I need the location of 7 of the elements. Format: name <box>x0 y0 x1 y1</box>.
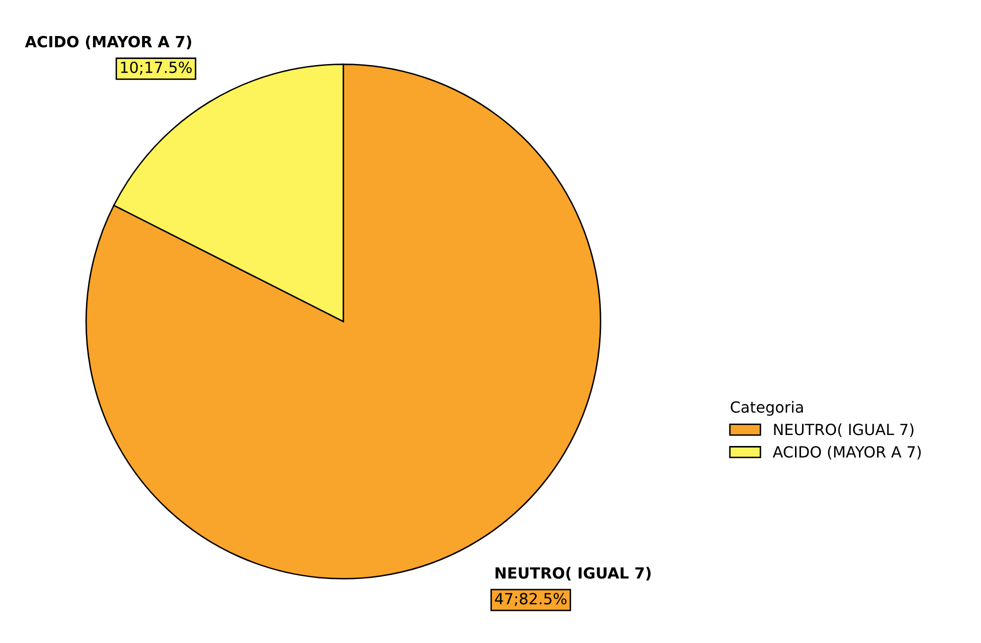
legend-label: ACIDO (MAYOR A 7) <box>772 446 921 460</box>
legend-label: NEUTRO( IGUAL 7) <box>774 423 914 438</box>
data-label: 10;17.5% <box>121 62 192 75</box>
data-label: 47;82.5% <box>494 592 566 606</box>
legend-title: Categoria <box>730 400 803 416</box>
slice-label: NEUTRO( IGUAL 7) <box>496 566 651 581</box>
slice-label: ACIDO (MAYOR A 7) <box>24 36 192 50</box>
